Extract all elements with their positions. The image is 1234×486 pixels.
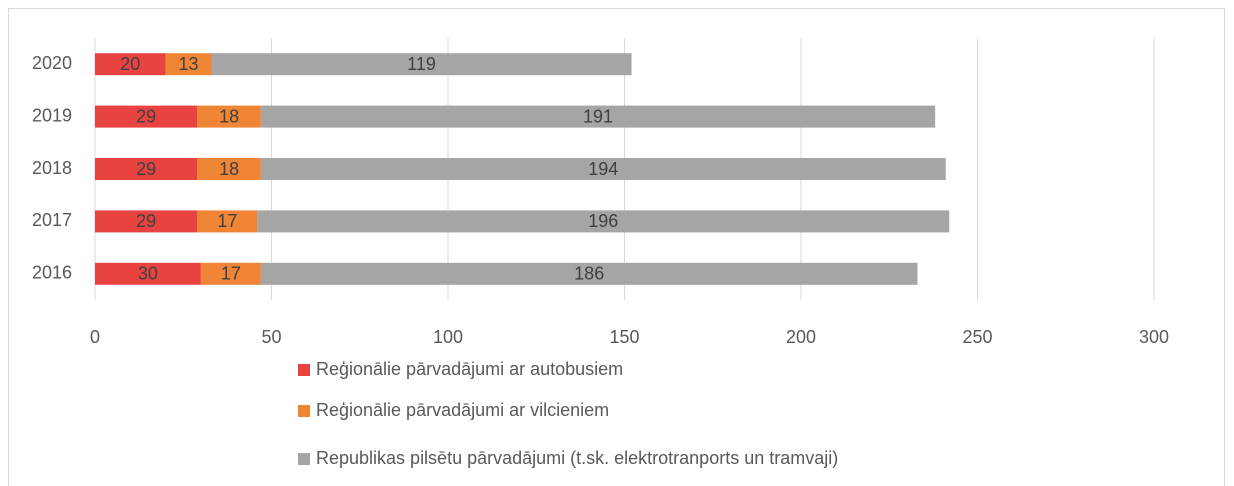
data-label: 186 bbox=[574, 264, 604, 284]
bar-segment bbox=[95, 53, 166, 76]
bar-segment bbox=[257, 210, 950, 233]
bar-segment bbox=[260, 105, 936, 128]
bar-segment bbox=[260, 262, 918, 285]
data-label: 29 bbox=[136, 211, 156, 231]
x-tick-label: 100 bbox=[433, 327, 463, 347]
bar-segment bbox=[197, 210, 258, 233]
x-tick-label: 250 bbox=[962, 327, 992, 347]
bar-segment bbox=[95, 262, 201, 285]
x-tick-label: 0 bbox=[90, 327, 100, 347]
bar-segment bbox=[95, 105, 198, 128]
legend-label: Republikas pilsētu pārvadājumi (t.sk. el… bbox=[316, 448, 838, 468]
data-label: 196 bbox=[588, 211, 618, 231]
y-tick-label: 2018 bbox=[32, 158, 72, 178]
data-label: 119 bbox=[407, 54, 436, 74]
data-label: 17 bbox=[221, 264, 241, 284]
bar-segment bbox=[95, 210, 198, 233]
x-tick-label: 50 bbox=[261, 327, 281, 347]
data-label: 13 bbox=[179, 54, 199, 74]
bar-segment bbox=[200, 262, 261, 285]
legend-swatch bbox=[298, 364, 310, 376]
data-label: 20 bbox=[120, 54, 140, 74]
legend-label: Reģionālie pārvadājumi ar vilcieniem bbox=[316, 400, 609, 420]
x-tick-label: 200 bbox=[786, 327, 816, 347]
y-tick-label: 2020 bbox=[32, 53, 72, 73]
data-label: 29 bbox=[136, 106, 156, 126]
y-tick-label: 2016 bbox=[32, 263, 72, 283]
legend-swatch bbox=[298, 405, 310, 417]
data-label: 30 bbox=[138, 264, 158, 284]
data-label: 18 bbox=[219, 159, 239, 179]
bar-segment bbox=[197, 158, 261, 180]
legend-label: Reģionālie pārvadājumi ar autobusiem bbox=[316, 359, 623, 379]
x-tick-label: 150 bbox=[609, 327, 639, 347]
data-label: 191 bbox=[583, 106, 613, 126]
data-label: 17 bbox=[217, 211, 237, 231]
y-tick-label: 2019 bbox=[32, 105, 72, 125]
chart-frame bbox=[8, 8, 1225, 486]
bar-segment bbox=[197, 105, 261, 128]
data-label: 29 bbox=[136, 159, 156, 179]
bar-segment bbox=[260, 158, 946, 180]
data-label: 194 bbox=[588, 159, 618, 179]
legend-swatch bbox=[298, 453, 310, 465]
bar-segment bbox=[211, 53, 632, 76]
x-tick-label: 300 bbox=[1139, 327, 1169, 347]
bar-segment bbox=[95, 158, 198, 180]
bar-segment bbox=[165, 53, 212, 76]
y-tick-label: 2017 bbox=[32, 210, 72, 230]
data-label: 18 bbox=[219, 106, 239, 126]
